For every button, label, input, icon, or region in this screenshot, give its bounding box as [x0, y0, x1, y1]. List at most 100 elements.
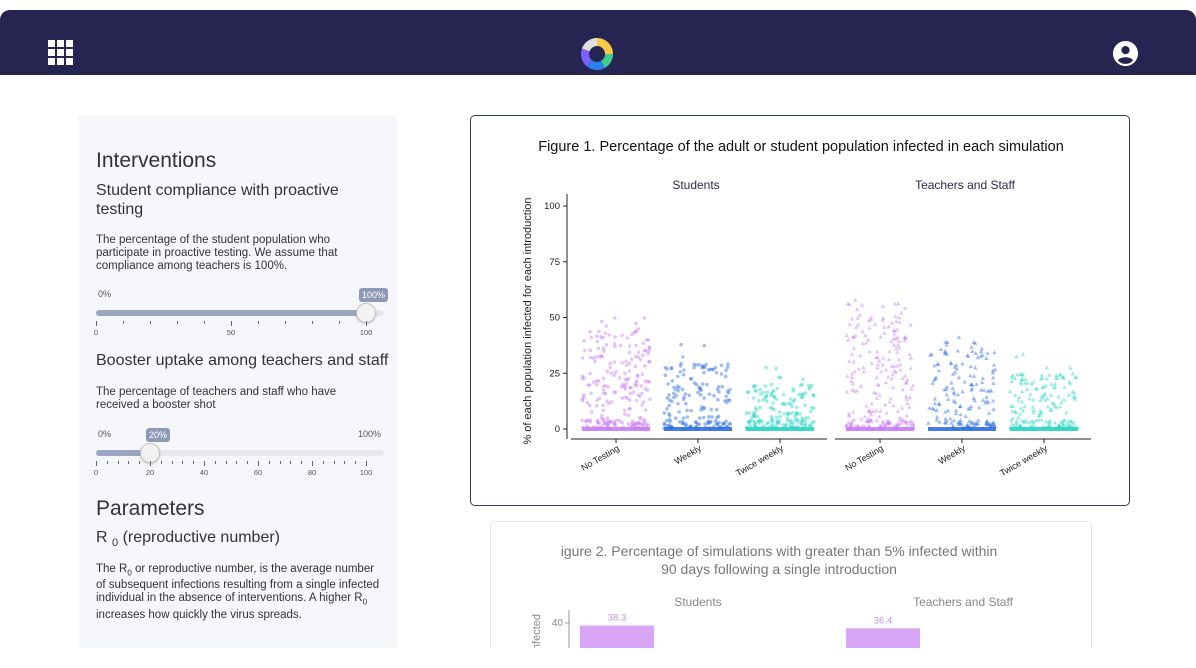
data-point [1067, 423, 1073, 428]
data-point [896, 357, 902, 362]
data-point [1065, 425, 1071, 430]
data-point [893, 369, 899, 374]
data-point [869, 315, 874, 320]
data-point [782, 412, 786, 416]
data-point [984, 422, 990, 427]
data-point [696, 390, 700, 395]
data-point [637, 416, 642, 420]
data-point [668, 398, 672, 403]
data-point [597, 425, 602, 430]
data-point [584, 419, 588, 424]
data-point [1052, 385, 1057, 390]
data-point [670, 426, 675, 430]
data-point [861, 423, 867, 428]
data-point [869, 418, 874, 423]
data-point [897, 417, 903, 422]
data-point [1019, 418, 1025, 423]
slider-handle[interactable] [140, 443, 160, 463]
data-point [785, 411, 790, 416]
data-point [1018, 424, 1023, 429]
data-point [1019, 381, 1024, 386]
data-point [630, 423, 635, 427]
data-point [1019, 372, 1024, 377]
data-point [846, 411, 852, 416]
data-point [855, 423, 860, 428]
data-point [989, 388, 994, 393]
data-point [639, 416, 643, 420]
data-point [752, 412, 757, 417]
data-point [1039, 375, 1045, 380]
compliance-slider[interactable]: 0% 100% 0 50 100 [94, 288, 389, 338]
slider-track[interactable] [96, 303, 384, 323]
data-point [902, 335, 907, 340]
data-point [595, 398, 599, 403]
data-point [807, 424, 812, 428]
booster-slider[interactable]: 0% 20% 100% 0 20 40 60 80 100 [93, 428, 386, 478]
data-point [944, 351, 950, 356]
data-point [883, 367, 889, 372]
ring-logo-icon[interactable] [579, 36, 615, 72]
data-point [670, 425, 674, 430]
data-point [755, 426, 760, 430]
bar [580, 625, 654, 648]
data-point [719, 363, 724, 368]
data-point [768, 405, 773, 410]
slider-handle[interactable] [356, 303, 376, 323]
data-point [774, 397, 779, 402]
data-point [641, 341, 646, 346]
panel-label: Students [672, 178, 719, 192]
data-point [620, 333, 624, 338]
data-point [773, 425, 778, 430]
data-point [965, 353, 971, 358]
data-point [803, 419, 808, 424]
data-point [847, 302, 852, 307]
slider-min-label: 0% [98, 289, 112, 299]
data-point [667, 417, 672, 422]
data-point [601, 335, 605, 340]
data-point [589, 335, 594, 340]
data-point [595, 418, 599, 423]
data-point [600, 355, 604, 359]
data-point [667, 403, 671, 408]
data-point [607, 401, 611, 406]
data-point [789, 424, 794, 429]
data-point [580, 418, 585, 423]
data-point [899, 310, 904, 315]
account-circle-icon[interactable] [1112, 40, 1139, 67]
data-point [692, 362, 696, 367]
data-point [711, 426, 716, 431]
slider-minor-tick [333, 461, 335, 464]
data-point [626, 413, 631, 418]
data-point [985, 400, 991, 405]
data-point [1045, 396, 1050, 401]
slider-track[interactable] [96, 443, 384, 463]
x-tick-label: Weekly [937, 443, 968, 467]
data-point [1067, 379, 1072, 384]
data-point [685, 408, 689, 413]
data-point [1047, 420, 1052, 425]
data-point [677, 410, 681, 414]
data-point [851, 409, 856, 414]
data-point [694, 383, 699, 387]
slider-tick-label: 0 [93, 468, 99, 477]
data-point [753, 420, 758, 425]
data-point [849, 375, 855, 380]
y-axis-label: % of each population infected for each i… [522, 197, 534, 444]
data-point [763, 396, 767, 400]
data-point [638, 394, 642, 399]
data-point [800, 425, 805, 430]
apps-grid-icon[interactable] [48, 40, 73, 65]
data-point [764, 394, 768, 399]
data-point [1013, 409, 1018, 414]
data-point [889, 363, 895, 368]
data-point [718, 425, 722, 430]
data-point [601, 419, 606, 423]
data-point [703, 422, 707, 426]
data-point [979, 346, 985, 351]
data-point [753, 406, 758, 411]
data-point [853, 297, 858, 302]
data-point [880, 317, 885, 322]
data-point [643, 421, 647, 425]
data-point [769, 424, 773, 428]
data-point [662, 421, 666, 426]
